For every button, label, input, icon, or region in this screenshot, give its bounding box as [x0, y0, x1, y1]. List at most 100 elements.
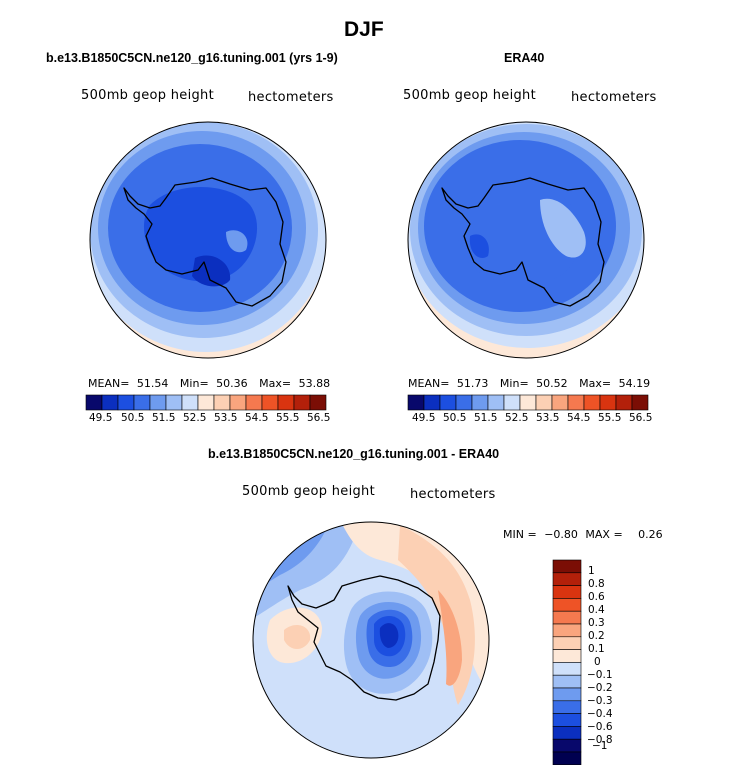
right-colorbar-swatch: [519, 394, 537, 411]
bottom-max-value: 0.26: [638, 528, 663, 541]
diff-cb-label: 0.4: [588, 604, 605, 616]
diff-colorbar-swatch: [552, 649, 582, 663]
left-panel-title: b.e13.B1850C5CN.ne120_g16.tuning.001 (yr…: [46, 51, 338, 65]
diff-cb-label: 0.2: [588, 630, 605, 642]
diff-cb-label: −0.6: [587, 721, 613, 733]
diff-colorbar-swatch: [552, 751, 582, 765]
left-colorbar-swatch: [85, 394, 103, 411]
diff-antarctica-outline: [287, 575, 441, 701]
diff-colorbar-swatch: [552, 610, 582, 625]
right-colorbar-swatch: [487, 394, 505, 411]
diff-cb-label: −1: [592, 740, 608, 752]
left-mean-value: 51.54: [136, 377, 169, 390]
right-min-value: 50.52: [536, 377, 568, 390]
diff-cb-label: 0.3: [588, 617, 605, 629]
diff-cb-label: 0.1: [588, 643, 605, 655]
right-map-band: [469, 234, 489, 258]
right-colorbar-swatch: [599, 394, 617, 411]
diff-colorbar-swatch: [552, 598, 582, 612]
right-cb-tick: 51.5: [474, 412, 498, 424]
left-map: [90, 122, 326, 358]
diff-map-border: [252, 521, 490, 759]
right-min-label: Min=: [499, 377, 529, 390]
right-colorbar-swatch: [407, 394, 425, 411]
right-map-border: [407, 121, 645, 359]
diff-cb-label: −0.3: [587, 695, 613, 707]
right-cb-tick: 56.5: [629, 412, 653, 424]
right-colorbar-swatch: [423, 394, 441, 411]
diff-colorbar-swatch: [552, 700, 582, 714]
right-cb-tick: 52.5: [505, 412, 529, 424]
diff-colorbar-swatch: [552, 687, 582, 702]
left-variable-label: 500mb geop height: [81, 88, 214, 103]
diff-colorbar-swatch: [552, 674, 582, 689]
left-max-value: 53.88: [298, 377, 331, 390]
left-cb-tick: 55.5: [276, 412, 300, 424]
diff-cb-label: −0.2: [587, 682, 613, 694]
bottom-stats: MIN = −0.80 MAX = 0.26: [503, 528, 663, 541]
diff-cb-label: −0.1: [587, 669, 613, 681]
left-colorbar-swatch: [165, 394, 183, 411]
left-colorbar-swatch: [229, 394, 247, 411]
right-colorbar-swatch: [583, 394, 601, 411]
diff-colorbar-swatch: [552, 572, 582, 586]
left-map-band: [192, 255, 231, 287]
right-colorbar-swatch: [455, 394, 473, 411]
right-map: [408, 122, 644, 358]
left-colorbar-swatch: [293, 394, 311, 411]
left-cb-tick: 52.5: [183, 412, 207, 424]
left-colorbar-swatch: [133, 394, 151, 411]
right-cb-tick: 53.5: [536, 412, 560, 424]
diff-colorbar: [552, 559, 582, 765]
left-colorbar-swatch: [277, 394, 295, 411]
bottom-variable-label: 500mb geop height: [242, 484, 375, 499]
diff-colorbar-swatch: [552, 636, 582, 650]
right-colorbar-swatch: [615, 394, 633, 411]
right-max-label: Max=: [579, 377, 612, 390]
right-cb-tick: 49.5: [412, 412, 436, 424]
right-units-label: hectometers: [571, 90, 657, 105]
right-cb-tick: 54.5: [567, 412, 591, 424]
right-colorbar-swatch: [631, 394, 649, 411]
right-cb-tick: 55.5: [598, 412, 622, 424]
diff-colorbar-swatch: [552, 662, 582, 676]
left-units-label: hectometers: [248, 90, 334, 105]
left-colorbar-swatch: [101, 394, 119, 411]
diff-cb-label: −0.4: [587, 708, 613, 720]
diff-map-band: [284, 625, 311, 649]
right-stats: MEAN= 51.73 Min= 50.52 Max= 54.19: [408, 377, 650, 390]
left-colorbar: [85, 394, 327, 411]
right-colorbar-swatch: [567, 394, 585, 411]
diff-cb-label: 0: [594, 656, 601, 668]
diff-cb-label: 0.6: [588, 591, 605, 603]
left-colorbar-swatch: [181, 394, 199, 411]
left-colorbar-swatch: [261, 394, 279, 411]
diff-colorbar-swatch: [552, 726, 582, 740]
diff-colorbar-swatch: [552, 713, 582, 727]
right-colorbar-swatch: [551, 394, 569, 411]
bottom-units-label: hectometers: [410, 487, 496, 502]
right-colorbar-swatch: [471, 394, 489, 411]
left-colorbar-swatch: [149, 394, 167, 411]
bottom-panel-title: b.e13.B1850C5CN.ne120_g16.tuning.001 - E…: [208, 447, 500, 461]
right-mean-value: 51.73: [456, 377, 489, 390]
left-cb-tick: 53.5: [214, 412, 238, 424]
diff-map-band: [438, 590, 462, 686]
diff-colorbar-swatch: [552, 738, 582, 753]
left-colorbar-swatch: [197, 394, 215, 411]
left-cb-tick: 54.5: [245, 412, 269, 424]
right-antarctica-outline: [441, 177, 605, 307]
left-stats: MEAN= 51.54 Min= 50.36 Max= 53.88: [88, 377, 330, 390]
left-min-label: Min=: [179, 377, 209, 390]
bottom-min-value: −0.80: [544, 528, 578, 541]
bottom-min-label: MIN =: [503, 528, 537, 541]
right-variable-label: 500mb geop height: [403, 88, 536, 103]
diff-cb-label: −0.8: [587, 734, 613, 746]
diff-cb-label: 1: [588, 565, 595, 577]
diff-colorbar-swatch: [552, 623, 582, 638]
left-map-band: [226, 230, 248, 253]
right-mean-label: MEAN=: [408, 377, 450, 390]
left-cb-tick: 51.5: [152, 412, 176, 424]
right-colorbar-swatch: [439, 394, 457, 411]
right-colorbar-swatch: [503, 394, 521, 411]
